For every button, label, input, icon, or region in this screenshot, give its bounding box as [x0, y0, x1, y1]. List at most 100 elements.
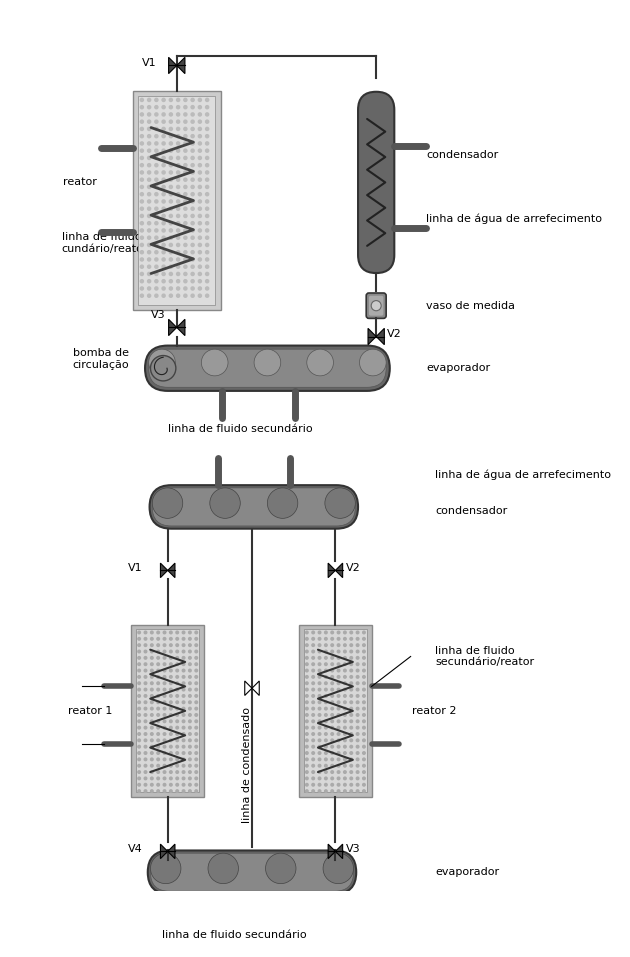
Circle shape — [190, 235, 195, 240]
Circle shape — [181, 732, 186, 736]
Circle shape — [318, 706, 321, 711]
Circle shape — [349, 669, 353, 673]
Circle shape — [156, 764, 160, 768]
Circle shape — [144, 643, 147, 647]
Circle shape — [205, 264, 209, 269]
Circle shape — [176, 264, 180, 269]
Circle shape — [175, 706, 179, 711]
Circle shape — [150, 656, 154, 659]
Circle shape — [169, 720, 173, 723]
Polygon shape — [161, 844, 168, 858]
Circle shape — [188, 706, 192, 711]
Circle shape — [205, 177, 209, 182]
Circle shape — [305, 687, 309, 692]
Circle shape — [183, 134, 188, 139]
Circle shape — [144, 662, 147, 666]
Circle shape — [144, 790, 147, 793]
Circle shape — [156, 725, 160, 729]
Circle shape — [181, 770, 186, 774]
Polygon shape — [168, 844, 175, 858]
Circle shape — [336, 681, 341, 685]
Circle shape — [188, 643, 192, 647]
Circle shape — [176, 126, 180, 131]
Circle shape — [183, 148, 188, 153]
FancyBboxPatch shape — [152, 488, 355, 526]
Text: V2: V2 — [346, 563, 361, 572]
Circle shape — [190, 126, 195, 131]
Circle shape — [154, 250, 159, 255]
Circle shape — [154, 278, 159, 283]
Circle shape — [144, 732, 147, 736]
Circle shape — [183, 185, 188, 189]
Circle shape — [198, 142, 202, 145]
Circle shape — [355, 776, 360, 780]
Circle shape — [336, 725, 341, 729]
Text: V3: V3 — [151, 310, 166, 320]
Circle shape — [161, 235, 166, 240]
FancyBboxPatch shape — [138, 97, 215, 304]
Circle shape — [188, 783, 192, 787]
Circle shape — [188, 757, 192, 762]
Circle shape — [140, 264, 144, 269]
Circle shape — [318, 636, 321, 641]
Circle shape — [343, 757, 347, 762]
Circle shape — [183, 278, 188, 283]
Circle shape — [150, 770, 154, 774]
Circle shape — [169, 681, 173, 685]
Circle shape — [181, 706, 186, 711]
Circle shape — [305, 636, 309, 641]
Circle shape — [188, 751, 192, 755]
Circle shape — [169, 294, 173, 298]
Circle shape — [330, 790, 334, 793]
Circle shape — [355, 720, 360, 723]
Circle shape — [181, 650, 186, 654]
Circle shape — [336, 757, 341, 762]
Circle shape — [147, 235, 151, 240]
Circle shape — [154, 243, 159, 247]
Circle shape — [188, 694, 192, 698]
Circle shape — [355, 751, 360, 755]
Circle shape — [140, 286, 144, 291]
Circle shape — [194, 720, 198, 723]
Circle shape — [305, 764, 309, 768]
Circle shape — [161, 170, 166, 175]
Circle shape — [175, 656, 179, 659]
Circle shape — [156, 706, 160, 711]
Circle shape — [175, 739, 179, 743]
Circle shape — [169, 199, 173, 204]
Circle shape — [355, 687, 360, 692]
Circle shape — [362, 783, 366, 787]
Polygon shape — [169, 57, 177, 74]
Circle shape — [318, 650, 321, 654]
Circle shape — [175, 776, 179, 780]
Circle shape — [330, 669, 334, 673]
Circle shape — [140, 170, 144, 175]
Circle shape — [150, 739, 154, 743]
Circle shape — [150, 662, 154, 666]
Circle shape — [355, 650, 360, 654]
Circle shape — [330, 694, 334, 698]
Circle shape — [254, 349, 281, 376]
Circle shape — [194, 725, 198, 729]
Circle shape — [362, 757, 366, 762]
Circle shape — [305, 694, 309, 698]
Circle shape — [324, 643, 328, 647]
Circle shape — [161, 264, 166, 269]
Circle shape — [198, 120, 202, 124]
Circle shape — [305, 713, 309, 717]
Circle shape — [181, 739, 186, 743]
Circle shape — [205, 163, 209, 167]
Circle shape — [169, 643, 173, 647]
Circle shape — [156, 770, 160, 774]
Circle shape — [330, 757, 334, 762]
Circle shape — [318, 669, 321, 673]
Circle shape — [349, 656, 353, 659]
Circle shape — [362, 725, 366, 729]
Circle shape — [140, 98, 144, 102]
Circle shape — [154, 228, 159, 233]
Circle shape — [194, 631, 198, 634]
Circle shape — [362, 675, 366, 679]
Circle shape — [188, 687, 192, 692]
Circle shape — [336, 776, 341, 780]
Circle shape — [183, 294, 188, 298]
